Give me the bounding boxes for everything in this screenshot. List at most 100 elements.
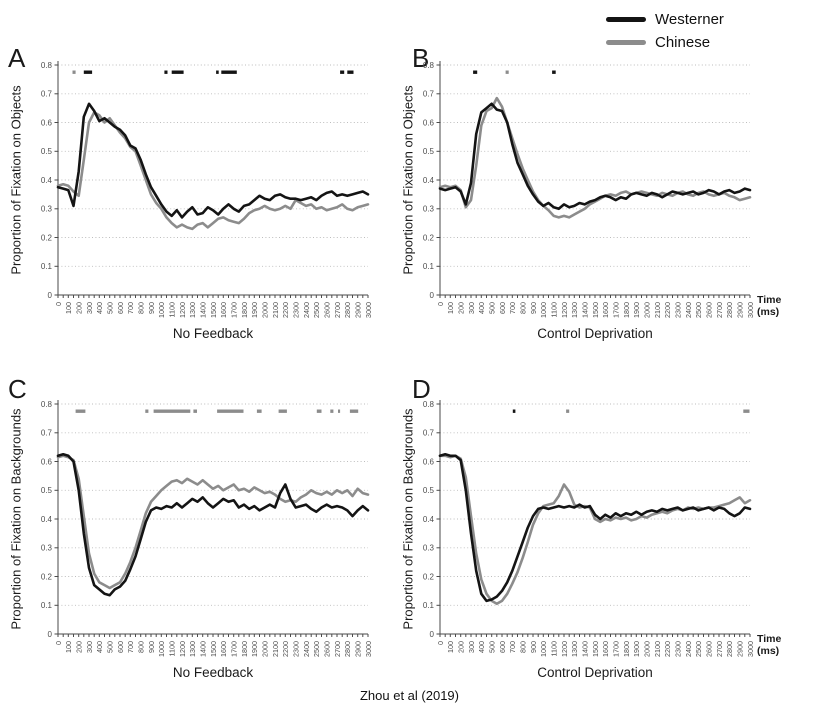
x-tick-label: 1100 [168, 641, 177, 656]
x-tick-label: 1000 [539, 302, 548, 318]
panel-a-condition-title: No Feedback [172, 326, 254, 341]
x-tick-label: 800 [519, 302, 528, 314]
x-tick-label: 1100 [550, 302, 559, 317]
x-tick-label: 500 [488, 302, 497, 314]
x-tick-label: 2900 [736, 641, 745, 657]
x-tick-label: 2400 [302, 641, 311, 657]
x-tick-label: 2700 [715, 302, 724, 318]
y-tick-label: 0.5 [41, 147, 53, 156]
series-chinese [56, 111, 370, 231]
x-tick-label: 1700 [230, 302, 239, 318]
x-tick-label: 2900 [354, 302, 363, 318]
x-tick-label: 100 [446, 641, 455, 653]
x-tick-label: 2200 [281, 641, 290, 657]
x-tick-label: 2100 [653, 641, 662, 657]
series-chinese [56, 454, 370, 590]
y-tick-label: 0 [48, 291, 53, 300]
y-tick-label: 0.6 [41, 457, 53, 466]
x-tick-label: 100 [446, 302, 455, 314]
x-tick-label: 2500 [694, 641, 703, 657]
x-tick-label: 2400 [302, 302, 311, 318]
panel-c-letter: C [8, 374, 27, 404]
x-tick-label: 1500 [591, 302, 600, 318]
x-tick-label: 1800 [240, 641, 249, 657]
y-tick-label: 0.4 [41, 515, 53, 524]
y-tick-label: 0.5 [423, 486, 435, 495]
x-tick-label: 1200 [560, 302, 569, 318]
x-tick-label: 700 [126, 641, 135, 653]
x-tick-label: 1900 [250, 302, 259, 318]
x-tick-label: 2100 [271, 302, 280, 318]
x-tick-label: 2700 [333, 302, 342, 318]
x-tick-label: 300 [467, 641, 476, 653]
x-tick-label: 2200 [663, 302, 672, 318]
x-tick-label: 1600 [601, 302, 610, 318]
x-tick-label: 600 [498, 302, 507, 314]
x-tick-label: 2000 [643, 641, 652, 657]
x-tick-label: 700 [126, 302, 135, 314]
x-tick-label: 2600 [323, 641, 332, 657]
x-tick-label: 2100 [653, 302, 662, 318]
panel-c: C Proportion of Fixation on Backgrounds … [8, 374, 380, 681]
x-tick-label: 700 [508, 641, 517, 653]
x-tick-label: 2800 [725, 302, 734, 318]
y-tick-label: 0.8 [423, 61, 435, 70]
x-tick-label: 300 [85, 302, 94, 314]
panel-a-y-axis-title: Proportion of Fixation on Objects [8, 85, 24, 275]
x-tick-label: 2000 [643, 302, 652, 318]
panel-d-letter: D [412, 374, 431, 404]
panel-a-letter: A [8, 43, 26, 73]
x-tick-label: 1000 [157, 302, 166, 318]
x-tick-label: 0 [54, 302, 63, 306]
gridlines [58, 64, 368, 267]
panel-a: A Proportion of Fixation on Objects 0 0.1… [8, 43, 380, 342]
x-tick-label: 800 [137, 302, 146, 314]
gridlines [440, 403, 750, 606]
series-westerner [56, 453, 370, 597]
x-tick-label: 2300 [292, 302, 301, 318]
x-tick-label: 1800 [622, 641, 631, 657]
x-tick-label: 900 [529, 302, 538, 314]
x-tick-label: 1600 [219, 302, 228, 318]
series-westerner [438, 102, 752, 211]
x-tick-label: 700 [508, 302, 517, 314]
legend-item-westerner: Westerner [606, 8, 724, 31]
y-tick-label: 0.3 [423, 544, 435, 553]
x-tick-label: 1700 [612, 641, 621, 657]
axes [54, 61, 369, 298]
x-tick-label: 400 [477, 302, 486, 314]
y-tick-label: 0.2 [41, 233, 53, 242]
y-tick-label: 0.4 [41, 176, 53, 185]
y-tick-label: 0.7 [41, 90, 53, 99]
x-tick-label: 2200 [663, 641, 672, 657]
legend: Westerner Chinese [606, 8, 724, 54]
axes [436, 61, 751, 298]
panel-b-time-axis-label: Time (ms) [757, 294, 781, 318]
x-tick-label: 1000 [157, 641, 166, 657]
x-tick-label: 1400 [581, 302, 590, 318]
x-tick-label: 2300 [674, 302, 683, 318]
x-tick-label: 400 [95, 302, 104, 314]
y-tick-label: 0.8 [41, 400, 53, 409]
y-tick-label: 0 [430, 291, 435, 300]
x-tick-label: 1100 [550, 641, 559, 656]
y-tick-label: 0.8 [41, 61, 53, 70]
x-tick-label: 1200 [560, 641, 569, 657]
figure-caption: Zhou et al (2019) [359, 688, 459, 703]
y-tick-label: 0.4 [423, 515, 435, 524]
x-tick-label: 1500 [591, 641, 600, 657]
x-tick-label: 200 [457, 302, 466, 314]
x-tick-label: 2800 [343, 641, 352, 657]
y-tick-label: 0.6 [423, 118, 435, 127]
x-tick-label: 1000 [539, 641, 548, 657]
y-tick-label: 0.7 [423, 90, 435, 99]
x-tick-label: 500 [106, 641, 115, 653]
gridlines [58, 403, 368, 606]
x-tick-label: 600 [498, 641, 507, 653]
x-tick-label: 2700 [333, 641, 342, 657]
x-tick-label: 1700 [612, 302, 621, 318]
x-tick-label: 2500 [312, 641, 321, 657]
series-westerner [438, 453, 752, 603]
legend-label-chinese: Chinese [655, 34, 711, 51]
